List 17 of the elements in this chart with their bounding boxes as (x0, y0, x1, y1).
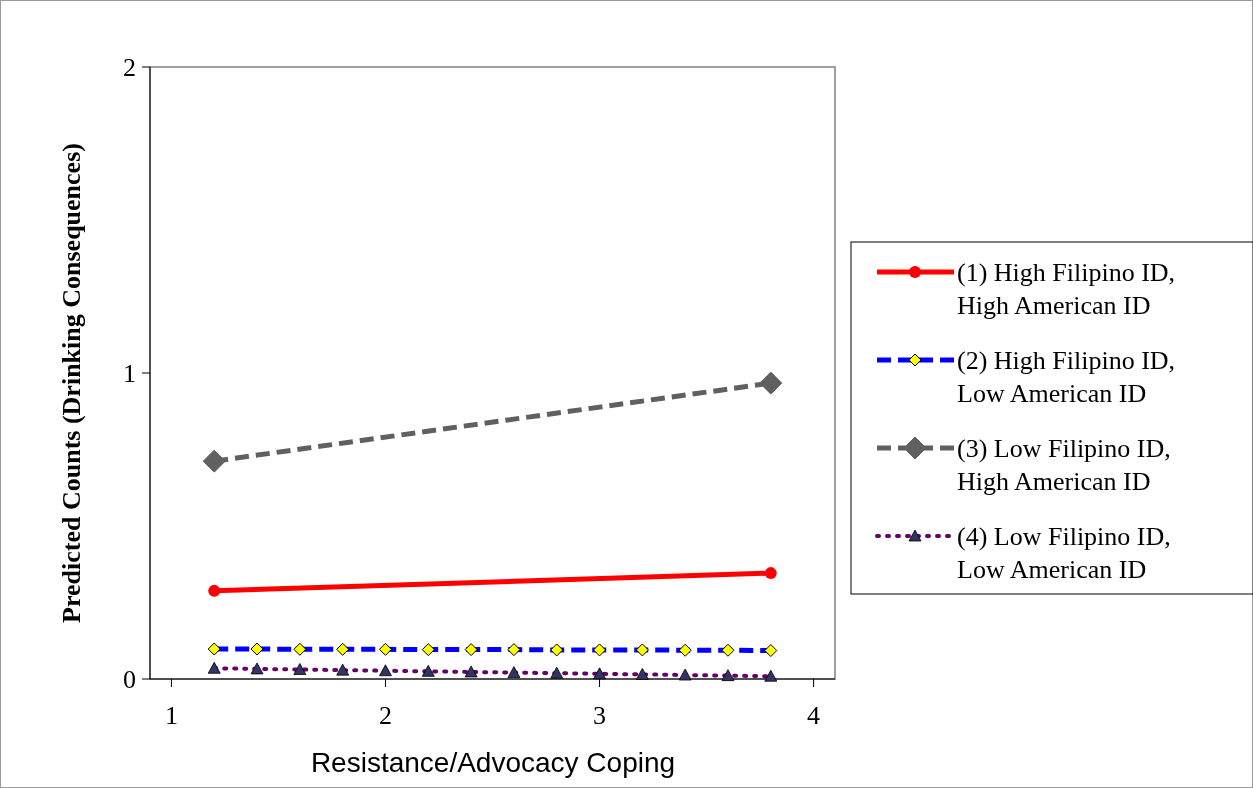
point (208, 584, 221, 597)
x-tick-label: 2 (378, 701, 392, 730)
legend-label: (3) Low Filipino ID, High American ID (957, 434, 1171, 496)
x-tick-label: 4 (807, 701, 821, 730)
point (759, 371, 783, 395)
x-tick-label: 3 (593, 701, 607, 730)
y-axis-title: Predicted Counts (Drinking Consequences) (57, 143, 86, 623)
y-tick-label: 2 (123, 53, 136, 83)
legend-label: (1) High Filipino ID, High American ID (957, 258, 1176, 320)
point (764, 567, 777, 580)
x-axis-title: Resistance/Advocacy Coping (310, 747, 676, 778)
x-tick-label: 1 (164, 701, 178, 730)
legend-label: (4) Low Filipino ID, Low American ID (957, 522, 1171, 584)
legend-label: (2) High Filipino ID, Low American ID (957, 346, 1176, 408)
y-tick-label: 0 (123, 665, 136, 695)
point (202, 449, 226, 473)
y-tick-label: 1 (123, 359, 136, 389)
